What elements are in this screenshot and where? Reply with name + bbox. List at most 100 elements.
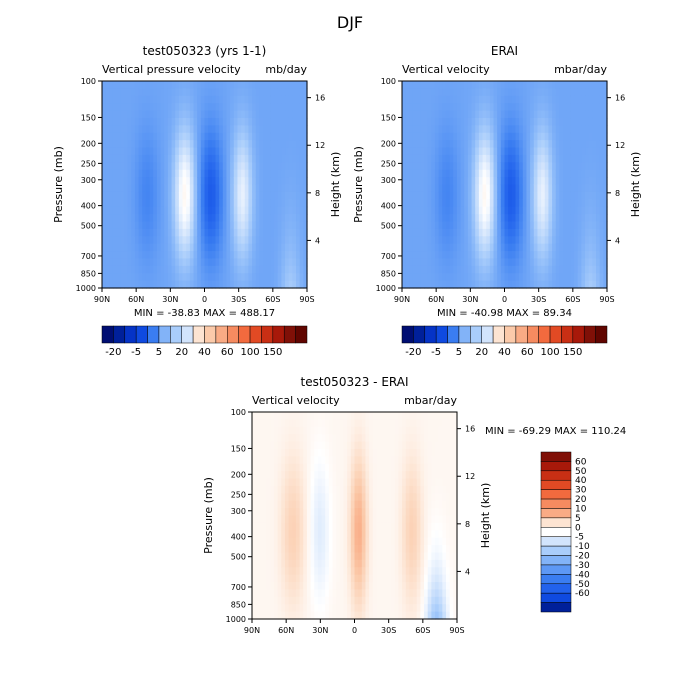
colorbar-label: 40 bbox=[198, 347, 211, 358]
field-cell bbox=[402, 251, 407, 260]
field-cell bbox=[255, 448, 260, 457]
field-cell bbox=[127, 132, 132, 141]
field-cell bbox=[263, 154, 268, 163]
field-cell bbox=[427, 530, 432, 539]
field-cell bbox=[446, 611, 451, 620]
field-cell bbox=[413, 522, 418, 531]
field-cell bbox=[533, 228, 539, 237]
field-cell bbox=[438, 574, 443, 583]
field-cell bbox=[178, 110, 184, 119]
field-cell bbox=[416, 589, 421, 598]
field-cell bbox=[266, 522, 271, 531]
field-cell bbox=[292, 559, 297, 568]
field-cell bbox=[321, 552, 326, 561]
field-cell bbox=[112, 154, 118, 163]
field-cell bbox=[530, 95, 535, 104]
field-cell bbox=[585, 184, 590, 193]
field-cell bbox=[112, 117, 118, 126]
field-cell bbox=[284, 448, 290, 457]
field-cell bbox=[241, 273, 246, 282]
field-cell bbox=[241, 169, 246, 178]
colorbar-label: 20 bbox=[475, 347, 488, 358]
field-cell bbox=[288, 463, 293, 472]
field-cell bbox=[350, 485, 356, 494]
field-cell bbox=[109, 214, 114, 223]
field-cell bbox=[445, 280, 451, 289]
field-cell bbox=[467, 140, 473, 149]
field-cell bbox=[442, 567, 447, 576]
field-cell bbox=[230, 280, 235, 289]
field-cell bbox=[259, 110, 264, 119]
field-cell bbox=[339, 611, 345, 620]
field-cell bbox=[252, 574, 257, 583]
field-cell bbox=[233, 88, 239, 97]
field-cell bbox=[497, 110, 502, 119]
field-cell bbox=[504, 243, 509, 252]
field-cell bbox=[131, 280, 136, 289]
field-cell bbox=[266, 228, 271, 237]
field-cell bbox=[230, 251, 235, 260]
field-cell bbox=[149, 110, 154, 119]
field-cell bbox=[306, 478, 312, 487]
field-cell bbox=[248, 214, 253, 223]
field-cell bbox=[442, 214, 447, 223]
field-cell bbox=[599, 184, 604, 193]
field-cell bbox=[548, 214, 553, 223]
field-cell bbox=[310, 419, 315, 428]
field-cell bbox=[420, 522, 425, 531]
field-cell bbox=[281, 485, 286, 494]
field-cell bbox=[252, 95, 257, 104]
field-cell bbox=[226, 88, 231, 97]
field-cell bbox=[456, 184, 462, 193]
field-cell bbox=[515, 117, 520, 126]
field-cell bbox=[259, 471, 264, 480]
field-cell bbox=[376, 596, 381, 605]
field-cell bbox=[299, 589, 304, 598]
field-cell bbox=[563, 117, 568, 126]
field-cell bbox=[273, 552, 279, 561]
field-cell bbox=[478, 81, 484, 89]
field-cell bbox=[160, 162, 165, 171]
field-cell bbox=[262, 574, 268, 583]
field-cell bbox=[347, 522, 352, 531]
field-cell bbox=[197, 132, 202, 141]
field-cell bbox=[105, 228, 110, 237]
field-cell bbox=[570, 147, 575, 156]
field-cell bbox=[365, 515, 370, 524]
field-cell bbox=[208, 265, 213, 274]
colorbar-swatch bbox=[540, 461, 572, 472]
field-cell bbox=[387, 500, 392, 509]
field-cell bbox=[281, 236, 286, 245]
field-cell bbox=[339, 456, 345, 465]
field-cell bbox=[599, 125, 604, 134]
field-cell bbox=[328, 412, 334, 420]
field-cell bbox=[252, 522, 257, 531]
field-cell bbox=[259, 493, 264, 502]
field-cell bbox=[314, 441, 319, 450]
field-cell bbox=[570, 140, 575, 149]
field-cell bbox=[182, 243, 187, 252]
field-cell bbox=[438, 280, 443, 289]
field-cell bbox=[566, 221, 571, 230]
field-cell bbox=[402, 199, 407, 208]
field-cell bbox=[266, 412, 271, 420]
field-cell bbox=[391, 552, 396, 561]
field-cell bbox=[109, 88, 114, 97]
field-cell bbox=[431, 184, 436, 193]
field-cell bbox=[204, 125, 209, 134]
field-cell bbox=[138, 280, 143, 289]
field-cell bbox=[252, 537, 257, 546]
field-cell bbox=[303, 81, 308, 89]
field-cell bbox=[186, 184, 191, 193]
field-cell bbox=[262, 589, 268, 598]
field-cell bbox=[409, 140, 414, 149]
field-cell bbox=[354, 478, 359, 487]
field-cell bbox=[197, 81, 202, 89]
field-cell bbox=[211, 228, 217, 237]
field-cell bbox=[105, 140, 110, 149]
field-cell bbox=[112, 236, 118, 245]
field-cell bbox=[449, 582, 454, 591]
field-cell bbox=[405, 471, 411, 480]
field-cell bbox=[277, 471, 282, 480]
colorbar-label: 20 bbox=[175, 347, 188, 358]
